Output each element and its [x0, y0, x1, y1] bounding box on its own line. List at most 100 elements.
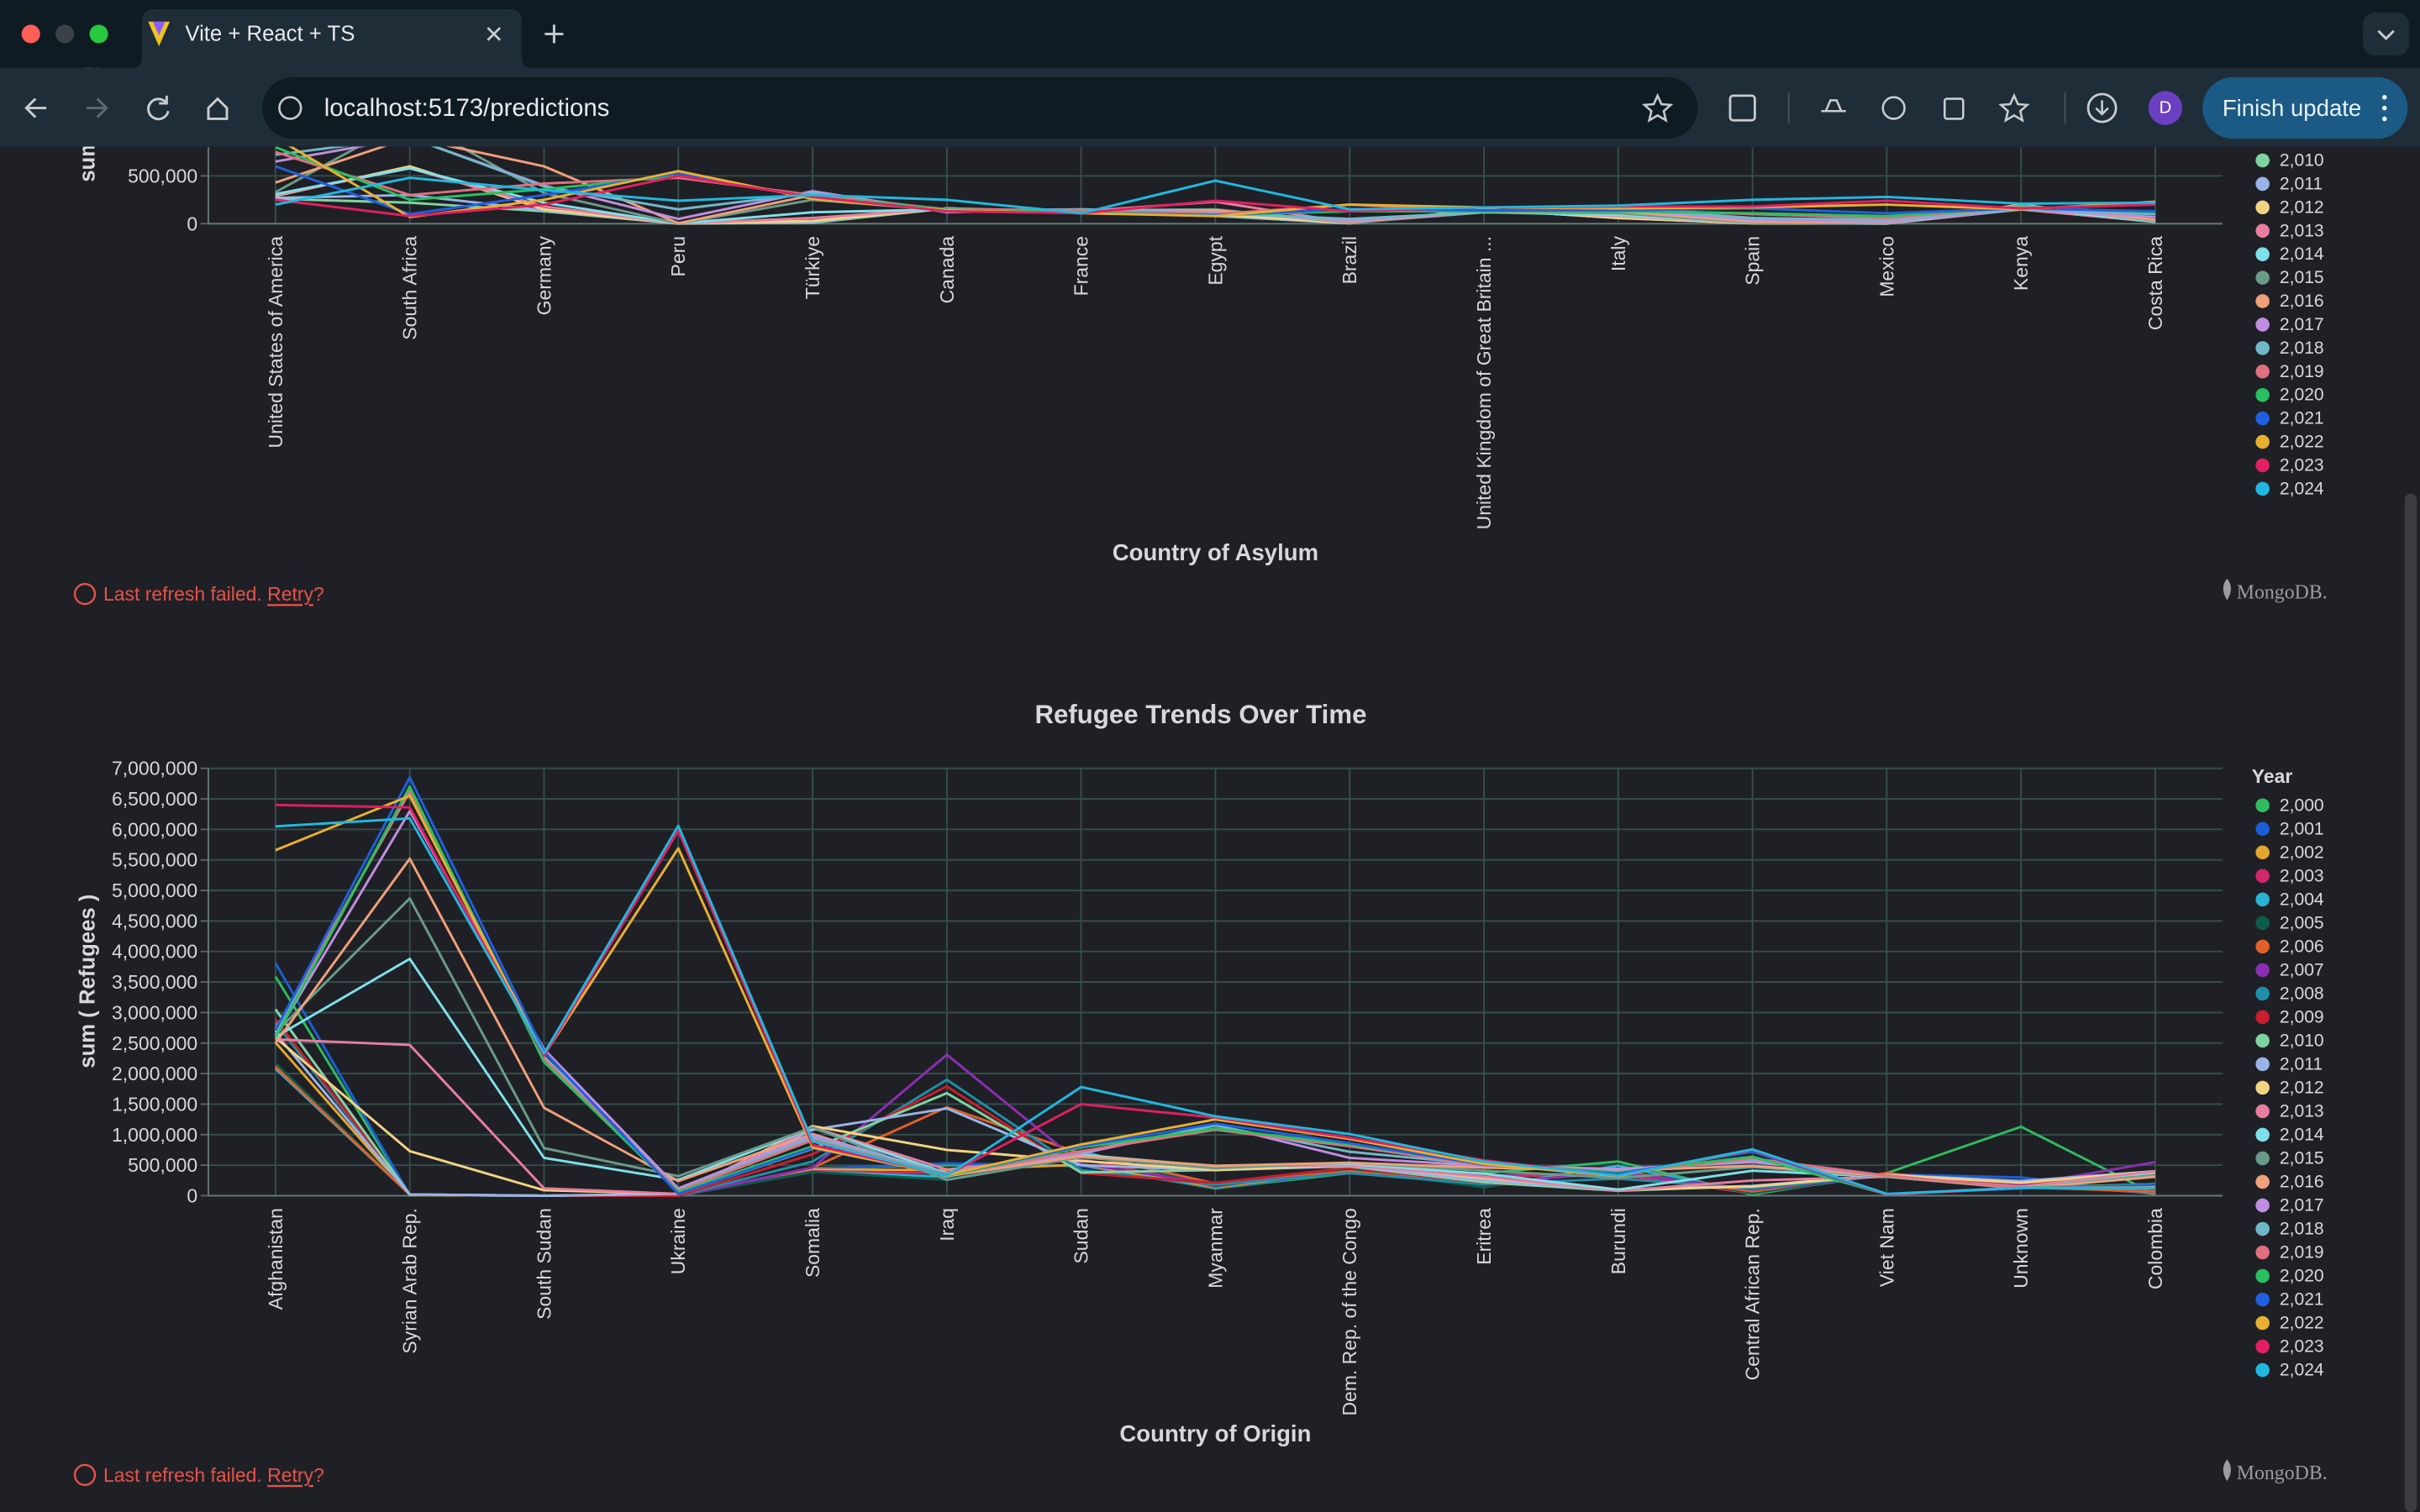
y-tick-label: 5,500,000 [112, 849, 197, 871]
downloads-arrow [2095, 100, 2109, 116]
browser-chrome: Vite + React + TS localhost:5173/predict… [0, 0, 2420, 147]
y-tick-label: 4,500,000 [112, 910, 197, 932]
status-message: Last refresh failed. [103, 1464, 262, 1486]
legend-label: 2,015 [2280, 268, 2324, 287]
brand-logo [2223, 1459, 2231, 1482]
legend-label: 2,014 [2280, 244, 2324, 264]
profile-avatar[interactable] [2148, 91, 2183, 125]
legend-label: 2,021 [2280, 1289, 2324, 1309]
legend-swatch [2255, 1292, 2270, 1307]
update-button-label: Finish update [2223, 95, 2361, 121]
chart: 0 500,000 United States of America South Af… [76, 8, 2324, 565]
y-tick-label: 2,500,000 [112, 1032, 197, 1054]
legend-swatch [2255, 200, 2270, 215]
tab-search[interactable] [2363, 12, 2410, 56]
legend-swatch [2255, 916, 2270, 931]
extensions[interactable] [1728, 94, 1756, 122]
y-tick-label: 6,500,000 [112, 788, 197, 810]
history-icon[interactable] [1881, 96, 1906, 120]
legend-label: 2,007 [2280, 960, 2324, 979]
legend-swatch [2255, 434, 2270, 449]
brand-logo [2223, 578, 2231, 601]
minimize-window[interactable] [55, 24, 75, 44]
x-tick-label: Dem. Rep. of the Congo [1339, 1208, 1360, 1415]
address-bar[interactable] [262, 76, 1698, 139]
update-button[interactable] [2202, 76, 2408, 139]
zoom-window[interactable] [89, 24, 108, 44]
forward-button[interactable] [86, 97, 108, 118]
tab-close[interactable] [487, 27, 502, 41]
status-icon [73, 583, 97, 606]
legend-swatch [2255, 341, 2270, 355]
legend-swatch [2255, 1339, 2270, 1354]
legend-label: 2,024 [2280, 479, 2324, 498]
y-tick-label: 3,000,000 [112, 1001, 197, 1023]
back-button[interactable] [24, 97, 47, 118]
legend-label: 2,016 [2280, 291, 2324, 311]
x-tick-label: Sudan [1071, 1208, 1092, 1263]
legend-label: 2,014 [2280, 1125, 2324, 1144]
dashboard: 0 500,000 United States of America South Af… [76, 8, 2324, 1446]
legend-label: 2,015 [2280, 1148, 2324, 1168]
x-tick-label: United Kingdom of Great Britain ... [1473, 236, 1495, 529]
active-tab[interactable] [132, 9, 531, 68]
x-tick-label: Afghanistan [265, 1208, 287, 1310]
retry-link[interactable]: Retry [267, 1464, 313, 1486]
y-tick-label: 7,000,000 [112, 758, 197, 780]
legend-swatch [2255, 986, 2270, 1001]
legend-swatch [2255, 223, 2270, 239]
y-tick-label: 2,000,000 [112, 1063, 197, 1084]
close-window[interactable] [21, 24, 40, 44]
favicon [152, 21, 166, 36]
series-line [274, 785, 2156, 1196]
x-tick-label: Spain [1742, 236, 1764, 286]
legend-swatch [2255, 1174, 2270, 1189]
legend-label: 2,019 [2280, 362, 2324, 381]
x-tick-label: Unknown [2010, 1208, 2032, 1289]
legend-label: 2,005 [2280, 913, 2324, 932]
legend-swatch [2255, 1221, 2270, 1236]
legend-label: 2,020 [2280, 1266, 2324, 1285]
legend-label: 2,011 [2280, 1054, 2323, 1074]
y-tick-label: 500,000 [128, 1154, 197, 1176]
legend-swatch [2255, 458, 2270, 473]
legend-swatch [2255, 963, 2270, 978]
reload-button[interactable] [147, 95, 170, 121]
legend-label: 2,003 [2280, 866, 2324, 885]
legend-swatch [2255, 318, 2270, 332]
legend-swatch [2255, 1151, 2270, 1166]
legend-swatch [2255, 411, 2270, 426]
legend-label: 2,024 [2280, 1361, 2324, 1380]
new-tab[interactable] [544, 24, 564, 44]
legend-swatch [2255, 1268, 2270, 1284]
x-tick-label: Viet Nam [1876, 1208, 1897, 1287]
downloads[interactable] [2086, 92, 2118, 123]
home-button[interactable] [207, 97, 229, 120]
tab-title: Vite + React + TS [185, 22, 355, 45]
y-tick-label: 4,000,000 [112, 941, 197, 963]
legend-swatch [2255, 1315, 2270, 1331]
legend-swatch [2255, 822, 2270, 837]
legend-swatch [2255, 153, 2270, 168]
x-tick-label: Syrian Arab Rep. [399, 1208, 421, 1353]
legend-label: 2,016 [2280, 1172, 2324, 1191]
legend-swatch [2255, 845, 2270, 860]
favorites-icon[interactable] [1998, 92, 2030, 123]
y-tick-label: 1,000,000 [112, 1124, 197, 1146]
scrollbar[interactable] [2404, 493, 2417, 1512]
retry-link[interactable]: Retry [267, 583, 313, 605]
x-tick-label: France [1071, 236, 1092, 296]
legend-label: 2,023 [2280, 455, 2324, 475]
x-tick-label: South Africa [399, 236, 421, 340]
delete-icon[interactable] [1944, 97, 1965, 120]
legend-swatch [2255, 892, 2270, 907]
legend-label: 2,023 [2280, 1337, 2324, 1357]
y-tick-label: 5,000,000 [112, 879, 197, 901]
site-info[interactable] [278, 96, 302, 120]
x-tick-label: Costa Rica [2144, 236, 2166, 330]
y-tick-label: 1,500,000 [112, 1093, 197, 1115]
bookmark-star[interactable] [1641, 92, 1674, 123]
incognito-icon[interactable] [1821, 99, 1846, 113]
legend-label: 2,002 [2280, 843, 2324, 862]
